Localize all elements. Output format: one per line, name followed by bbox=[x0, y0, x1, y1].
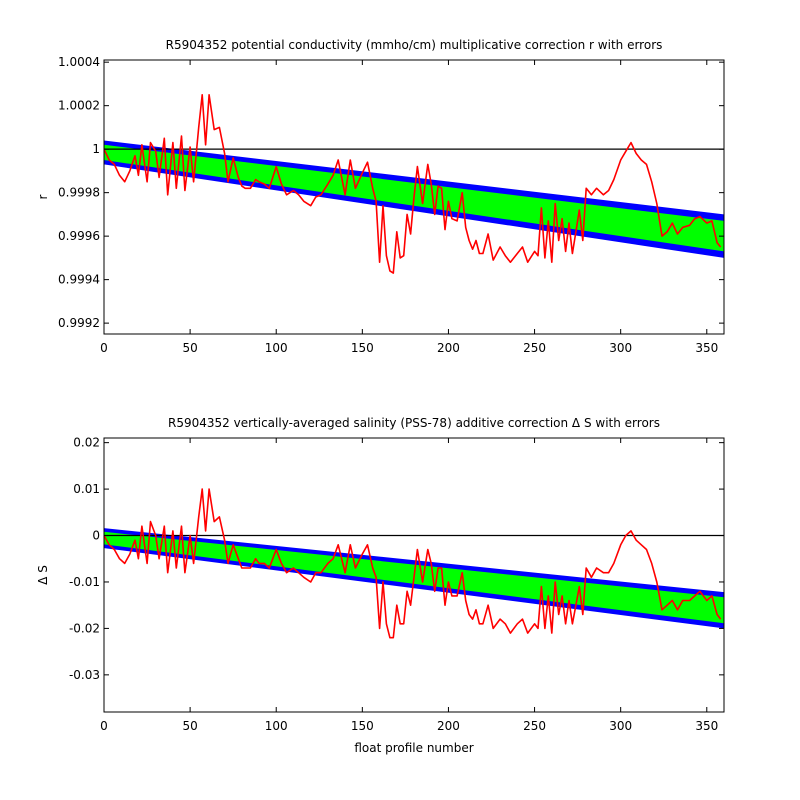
x-tick-label: 350 bbox=[695, 719, 718, 733]
x-tick-label: 200 bbox=[437, 719, 460, 733]
x-tick-label: 200 bbox=[437, 341, 460, 355]
chart-title: R5904352 potential conductivity (mmho/cm… bbox=[166, 38, 663, 52]
plot-area bbox=[104, 94, 724, 274]
x-tick-label: 100 bbox=[265, 341, 288, 355]
chart-panel-1: 0 50 100 150 200 250 300 350 0.9992 0.9994 0.9996 0… bbox=[36, 38, 725, 355]
plot-area bbox=[104, 488, 724, 639]
x-tick-label: 300 bbox=[609, 341, 632, 355]
y-tick-label: 0.9994 bbox=[58, 273, 100, 287]
y-axis-label: r bbox=[36, 194, 50, 199]
y-tick-label: 0.01 bbox=[73, 482, 100, 496]
x-tick-label: 100 bbox=[265, 719, 288, 733]
y-tick-label: -0.01 bbox=[69, 575, 100, 589]
y-axis-label: Δ S bbox=[36, 565, 50, 585]
y-tick-label: 1.0002 bbox=[58, 99, 100, 113]
y-tick-label: -0.02 bbox=[69, 621, 100, 635]
x-tick-label: 150 bbox=[351, 341, 374, 355]
chart-title: R5904352 vertically-averaged salinity (P… bbox=[168, 416, 660, 430]
x-tick-label: 350 bbox=[695, 341, 718, 355]
x-tick-label: 0 bbox=[100, 341, 108, 355]
x-tick-label: 250 bbox=[523, 341, 546, 355]
x-tick-label: 50 bbox=[182, 341, 197, 355]
x-tick-label: 300 bbox=[609, 719, 632, 733]
x-tick-label: 250 bbox=[523, 719, 546, 733]
y-tick-label: 0.02 bbox=[73, 436, 100, 450]
series-line-1 bbox=[104, 94, 722, 274]
y-tick-label: 0.9996 bbox=[58, 229, 100, 243]
y-tick-label: 0 bbox=[92, 529, 100, 543]
y-tick-label: 1.0004 bbox=[58, 55, 100, 69]
y-tick-label: 1 bbox=[92, 142, 100, 156]
chart-panel-2: 0 50 100 150 200 250 300 350 -0.03 -0.02 -0.01 0 0.0… bbox=[36, 416, 725, 755]
series-line-1 bbox=[104, 488, 722, 639]
y-tick-label: 0.9992 bbox=[58, 316, 100, 330]
y-tick-label: 0.9998 bbox=[58, 186, 100, 200]
x-axis-label: float profile number bbox=[354, 741, 473, 755]
x-tick-label: 0 bbox=[100, 719, 108, 733]
x-tick-label: 50 bbox=[182, 719, 197, 733]
axes-frame bbox=[103, 59, 725, 335]
y-tick-label: -0.03 bbox=[69, 668, 100, 682]
axes-frame bbox=[103, 437, 725, 713]
x-tick-label: 150 bbox=[351, 719, 374, 733]
